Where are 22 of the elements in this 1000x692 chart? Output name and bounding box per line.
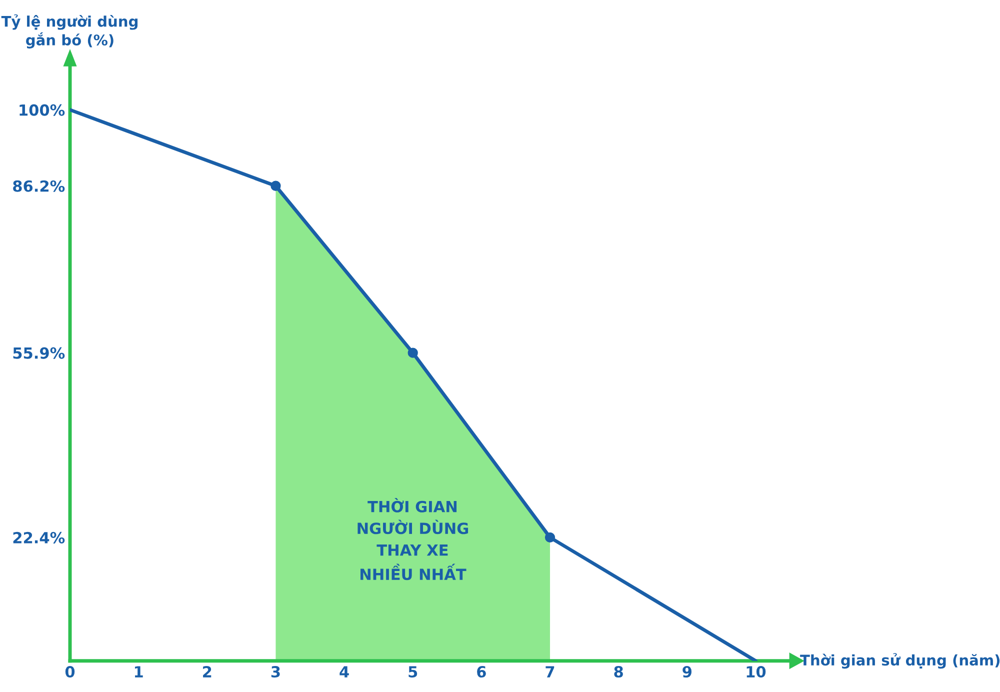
line-series — [70, 108, 758, 661]
x-tick-label: 0 — [65, 666, 75, 678]
y-tick-label: 55.9% — [13, 347, 65, 359]
point — [544, 532, 556, 543]
x-tick-label: 3 — [271, 666, 280, 678]
x-tick-label: 6 — [477, 666, 486, 678]
x-tick-label: 10 — [746, 666, 766, 678]
y-tick-label: 22.4% — [13, 532, 65, 544]
annotation: THỜI GIAN NGƯỜI DÙNG THAY XE NHIỀU NHẤT — [358, 498, 468, 580]
x-tick-label: 7 — [546, 666, 554, 678]
y-tick-label: 86.2% — [13, 180, 65, 192]
x-tick-label: 8 — [614, 666, 623, 678]
y-axis-title: Tỷ lệ người dùng gắn bó (%) — [1, 14, 138, 48]
x-tick-label: 5 — [408, 666, 418, 678]
x-tick-label: 1 — [134, 666, 143, 678]
y-tick-label: 100% — [20, 104, 65, 116]
x-tick-label: 9 — [682, 666, 692, 678]
x-tick-label: 2 — [203, 666, 212, 678]
point — [408, 348, 418, 358]
x-axis-title: Thời gian sử dụng (năm) — [800, 653, 1000, 669]
point — [270, 180, 281, 191]
x-tick-label: 4 — [340, 666, 349, 678]
